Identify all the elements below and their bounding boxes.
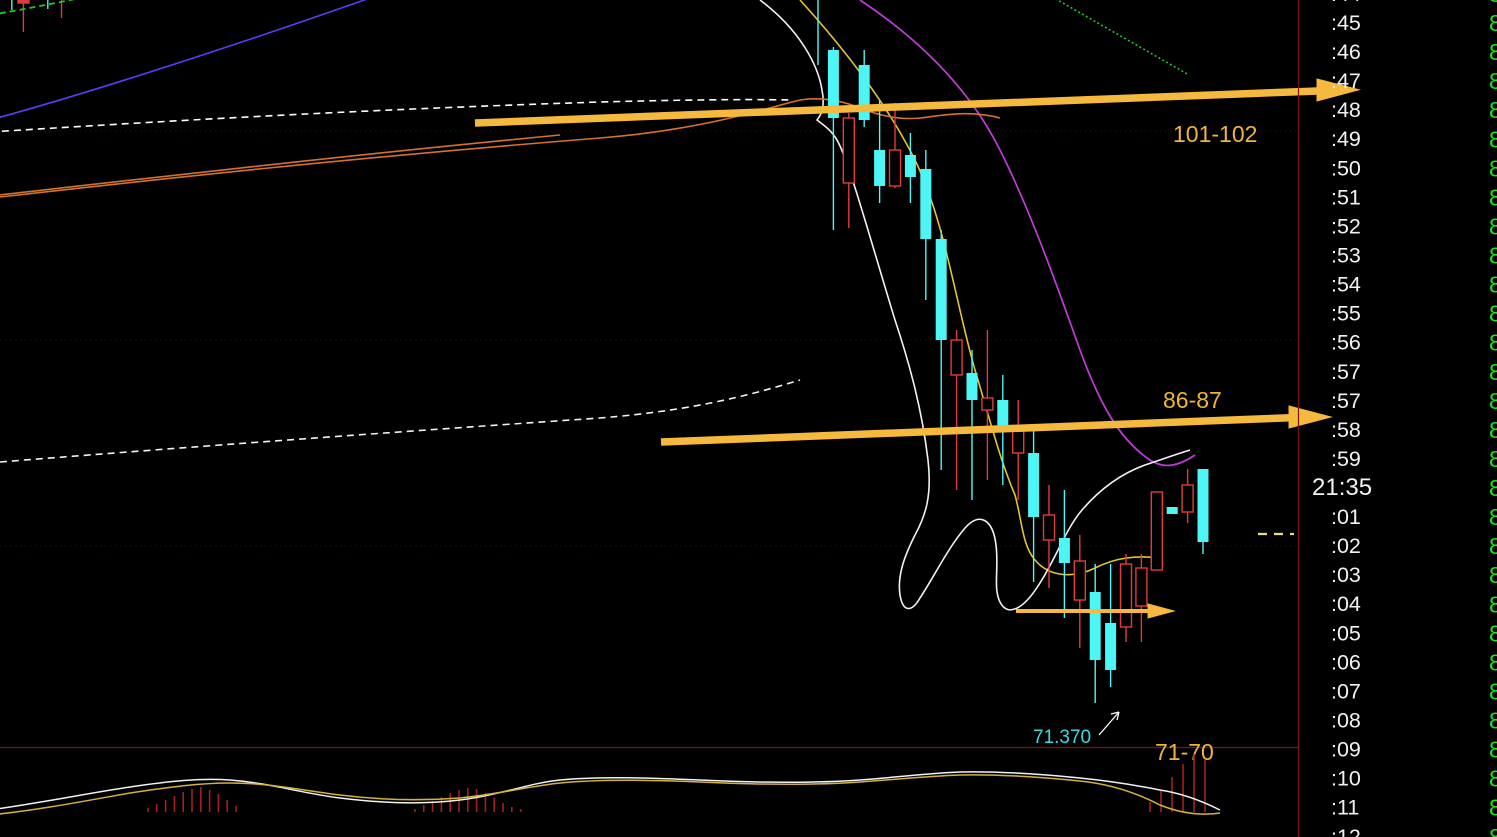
svg-text::09: :09 [1331, 738, 1361, 762]
svg-text::54: :54 [1331, 273, 1361, 297]
svg-text::50: :50 [1331, 156, 1361, 180]
svg-text:8: 8 [1489, 562, 1497, 588]
svg-text:8: 8 [1489, 155, 1497, 181]
svg-text:8: 8 [1489, 649, 1497, 675]
svg-text::57: :57 [1331, 389, 1361, 413]
svg-text::55: :55 [1331, 302, 1361, 326]
svg-text:8: 8 [1489, 213, 1497, 239]
svg-text::47: :47 [1331, 69, 1361, 93]
svg-text:8: 8 [1489, 126, 1497, 152]
svg-text:8: 8 [1489, 737, 1497, 763]
svg-text:71.370: 71.370 [1033, 727, 1091, 748]
svg-text:8: 8 [1489, 97, 1497, 123]
svg-text:8: 8 [1489, 39, 1497, 65]
svg-text::10: :10 [1331, 767, 1361, 791]
svg-text::05: :05 [1331, 621, 1361, 645]
svg-text::45: :45 [1331, 11, 1361, 35]
svg-text:8: 8 [1489, 824, 1497, 837]
svg-text::58: :58 [1331, 418, 1361, 442]
svg-text:86-87: 86-87 [1163, 387, 1222, 413]
svg-text::53: :53 [1331, 244, 1361, 268]
svg-text::11: :11 [1331, 796, 1359, 820]
svg-text::46: :46 [1331, 40, 1361, 64]
svg-text:8: 8 [1489, 388, 1497, 414]
svg-text::08: :08 [1331, 709, 1361, 733]
svg-text:8: 8 [1489, 243, 1497, 269]
svg-text:8: 8 [1489, 678, 1497, 704]
svg-text::51: :51 [1331, 185, 1361, 209]
svg-text:8: 8 [1489, 417, 1497, 443]
svg-text:8: 8 [1489, 504, 1497, 530]
svg-text:8: 8 [1489, 766, 1497, 792]
svg-text:21:35: 21:35 [1312, 474, 1372, 501]
svg-text:8: 8 [1489, 620, 1497, 646]
svg-text:8: 8 [1489, 533, 1497, 559]
svg-text:101-102: 101-102 [1173, 121, 1257, 147]
svg-text::01: :01 [1331, 505, 1361, 529]
svg-text:8: 8 [1489, 591, 1497, 617]
svg-text::07: :07 [1331, 679, 1361, 703]
svg-text::49: :49 [1331, 127, 1361, 151]
svg-text:8: 8 [1489, 184, 1497, 210]
svg-text::52: :52 [1331, 214, 1361, 238]
svg-text::48: :48 [1331, 98, 1361, 122]
svg-text::04: :04 [1331, 592, 1361, 616]
svg-text::03: :03 [1331, 563, 1361, 587]
svg-text::57: :57 [1331, 360, 1361, 384]
svg-text:8: 8 [1489, 359, 1497, 385]
svg-text:8: 8 [1489, 446, 1497, 472]
svg-text::06: :06 [1331, 650, 1361, 674]
svg-text::59: :59 [1331, 447, 1361, 471]
svg-text:8: 8 [1489, 301, 1497, 327]
svg-text:8: 8 [1489, 795, 1497, 821]
svg-text::02: :02 [1331, 534, 1361, 558]
svg-text:8: 8 [1489, 272, 1497, 298]
svg-text:8: 8 [1489, 0, 1497, 7]
svg-text:8: 8 [1489, 10, 1497, 36]
svg-text:8: 8 [1489, 475, 1497, 501]
svg-text::44: :44 [1331, 0, 1361, 6]
svg-text:8: 8 [1489, 68, 1497, 94]
svg-text:8: 8 [1489, 708, 1497, 734]
svg-text::56: :56 [1331, 331, 1361, 355]
svg-text:8: 8 [1489, 330, 1497, 356]
svg-text::12: :12 [1331, 825, 1361, 837]
